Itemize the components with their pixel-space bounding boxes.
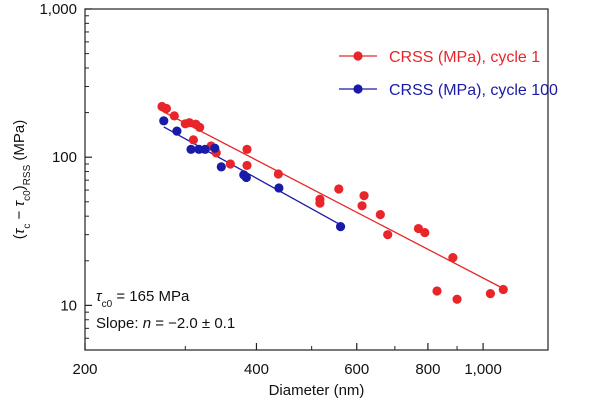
- y-tick-label: 100: [52, 149, 77, 166]
- data-point-series-1: [485, 289, 496, 299]
- data-point-series-2: [210, 143, 220, 153]
- data-point-series-1: [359, 191, 369, 201]
- data-point-series-2: [172, 126, 182, 136]
- x-tick-label: 200: [72, 361, 97, 378]
- data-point-series-1: [225, 159, 235, 169]
- tau-c0-annotation: τc0 = 165 MPa: [96, 288, 190, 310]
- x-tick-label: 600: [344, 361, 369, 378]
- data-point-series-2: [200, 144, 210, 154]
- data-point-series-1: [273, 169, 283, 179]
- x-tick-label: 1,000: [464, 361, 502, 378]
- x-tick-label: 800: [415, 361, 440, 378]
- data-point-series-2: [159, 116, 169, 126]
- data-point-series-1: [420, 227, 430, 238]
- data-point-series-1: [334, 184, 344, 194]
- data-point-series-1: [169, 111, 179, 121]
- data-points: [157, 101, 508, 304]
- plot-frame: [84, 8, 549, 351]
- x-tick-label: 400: [244, 361, 269, 378]
- data-point-series-2: [241, 172, 251, 183]
- data-point-series-1: [161, 103, 172, 114]
- data-point-series-1: [242, 160, 252, 171]
- y-axis-ticks: 10 100 1,000: [39, 1, 92, 339]
- x-axis-ticks: 200 400 600 800 1,000: [72, 343, 502, 378]
- data-point-series-1: [383, 230, 393, 240]
- x-axis-label: Diameter (nm): [269, 382, 365, 399]
- legend-marker-series-2: [353, 84, 363, 94]
- legend-label-series-1: CRSS (MPa), cycle 1: [389, 49, 540, 66]
- data-point-series-1: [448, 253, 458, 263]
- data-point-series-1: [357, 201, 367, 211]
- data-point-series-1: [188, 135, 199, 145]
- data-point-series-1: [315, 198, 325, 208]
- data-point-series-2: [216, 162, 226, 172]
- fit-line-series-1: [161, 110, 504, 290]
- y-axis-label: (τc − τc0)RSS (MPa): [11, 120, 33, 239]
- data-point-series-1: [242, 144, 252, 154]
- data-point-series-1: [195, 122, 205, 132]
- data-point-series-2: [186, 144, 196, 154]
- data-point-series-1: [432, 286, 442, 296]
- data-point-series-1: [498, 284, 508, 295]
- y-tick-label: 1,000: [39, 1, 77, 18]
- data-point-series-1: [452, 294, 462, 304]
- legend: CRSS (MPa), cycle 1 CRSS (MPa), cycle 100: [339, 49, 558, 99]
- slope-annotation: Slope: n = −2.0 ± 0.1: [96, 315, 235, 332]
- y-tick-label: 10: [60, 297, 77, 314]
- data-point-series-1: [375, 209, 385, 220]
- legend-marker-series-1: [353, 51, 363, 61]
- legend-label-series-2: CRSS (MPa), cycle 100: [389, 82, 558, 99]
- data-point-series-2: [274, 183, 284, 193]
- data-point-series-2: [335, 222, 346, 232]
